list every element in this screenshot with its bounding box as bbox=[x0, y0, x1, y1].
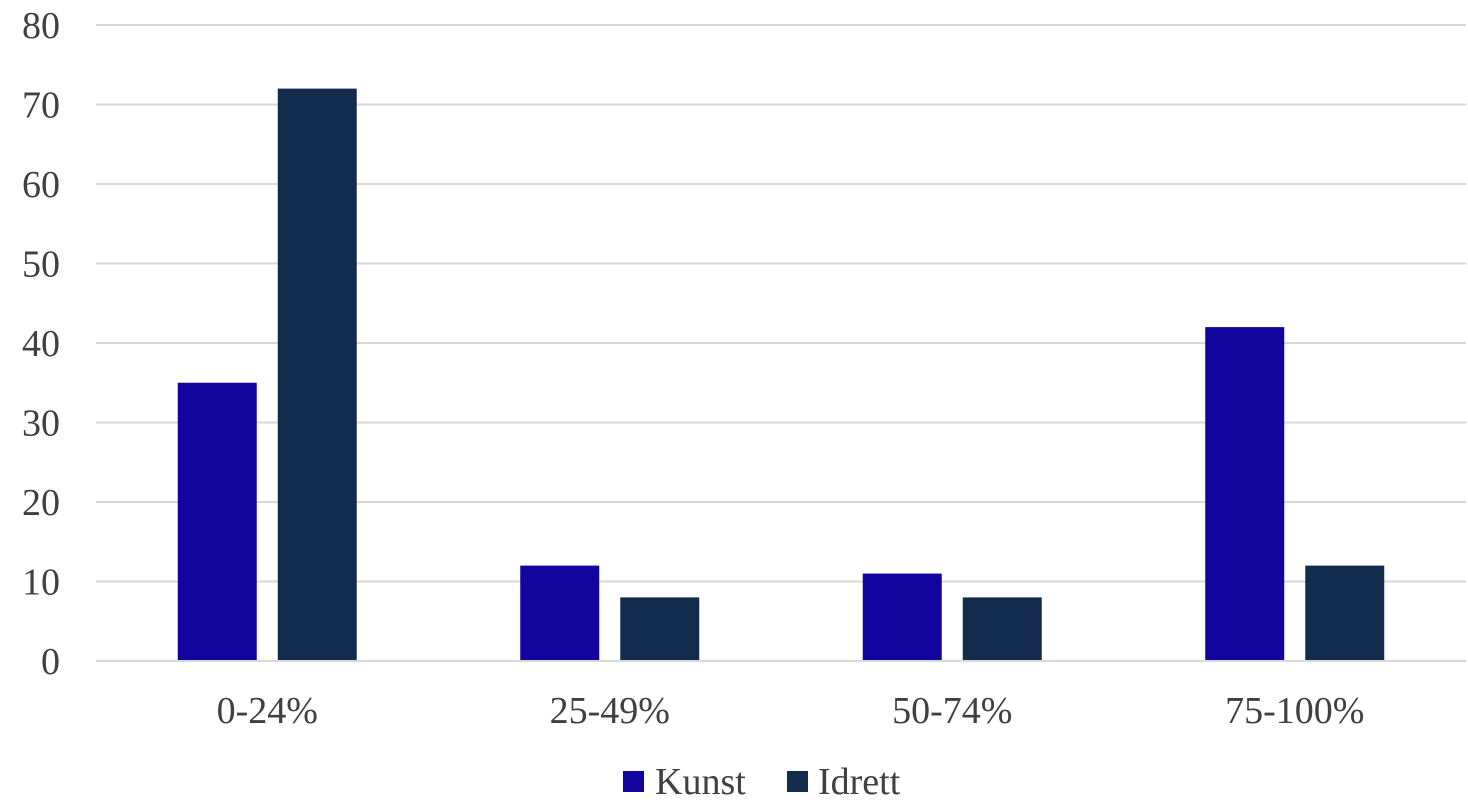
y-tick-label: 20 bbox=[22, 482, 60, 524]
y-tick-label: 40 bbox=[22, 323, 60, 365]
bar-kunst-3 bbox=[862, 573, 942, 661]
bar-idrett-2 bbox=[620, 597, 700, 661]
bars bbox=[177, 88, 1385, 662]
bar-kunst-1 bbox=[177, 382, 257, 661]
legend-swatch-kunst bbox=[623, 771, 644, 792]
y-tick-label: 10 bbox=[22, 562, 60, 604]
x-tick-label: 50-74% bbox=[892, 690, 1012, 732]
legend-label-kunst: Kunst bbox=[655, 761, 746, 800]
bar-idrett-1 bbox=[277, 88, 357, 662]
bar-kunst-2 bbox=[520, 565, 600, 661]
y-tick-label: 30 bbox=[22, 403, 60, 445]
y-axis-tick-labels: 0 10 20 30 40 50 60 70 80 bbox=[22, 5, 60, 683]
x-tick-label: 0-24% bbox=[217, 690, 318, 732]
y-tick-label: 50 bbox=[22, 244, 60, 286]
x-axis-tick-labels: 0-24% 25-49% 50-74% 75-100% bbox=[217, 690, 1365, 732]
y-tick-label: 70 bbox=[22, 85, 60, 127]
legend-label-idrett: Idrett bbox=[818, 761, 901, 800]
bar-kunst-4 bbox=[1205, 327, 1285, 661]
y-tick-label: 80 bbox=[22, 5, 60, 47]
x-tick-label: 75-100% bbox=[1225, 690, 1364, 732]
y-tick-label: 0 bbox=[41, 641, 60, 683]
bar-idrett-4 bbox=[1305, 565, 1385, 661]
bar-idrett-3 bbox=[962, 597, 1042, 661]
legend-swatch-idrett bbox=[787, 771, 808, 792]
x-tick-label: 25-49% bbox=[550, 690, 670, 732]
y-tick-label: 60 bbox=[22, 164, 60, 206]
legend: Kunst Idrett bbox=[623, 761, 901, 800]
